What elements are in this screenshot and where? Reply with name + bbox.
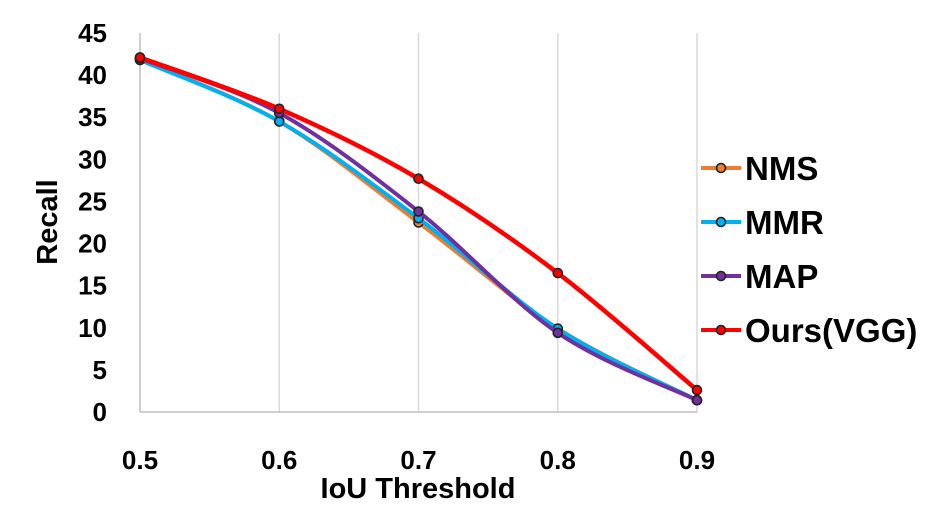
y-tick-label: 10 (78, 313, 107, 343)
y-tick-label: 25 (78, 186, 107, 216)
tick-labels: 0 5 10 15 20 25 30 35 40 45 0.5 0.6 0.7 0.8 0.9 (78, 18, 715, 475)
series-lines (134, 52, 703, 406)
legend-label-map: MAP (745, 258, 818, 295)
y-tick-label: 45 (78, 18, 107, 48)
legend-label-nms: NMS (745, 150, 818, 187)
x-tick-label: 0.9 (679, 445, 715, 475)
y-tick-label: 0 (93, 397, 107, 427)
data-point-ours-vgg (413, 173, 424, 185)
data-point-ours-vgg (552, 267, 564, 279)
y-tick-label: 5 (93, 355, 107, 385)
axes (139, 33, 697, 413)
y-tick-label: 15 (78, 271, 107, 301)
legend-marker-mmr (715, 216, 727, 228)
x-tick-label: 0.8 (540, 445, 576, 475)
data-point-ours-vgg (134, 52, 146, 63)
x-axis-title: IoU Threshold (321, 473, 516, 505)
data-point-map (413, 206, 424, 217)
x-tick-label: 0.7 (400, 445, 436, 475)
x-tick-label: 0.5 (122, 445, 158, 475)
y-axis-title: Recall (32, 179, 64, 264)
data-point-ours-vgg (691, 384, 703, 396)
y-tick-label: 35 (78, 102, 107, 132)
y-tick-label: 30 (78, 144, 107, 174)
grid-lines (278, 33, 698, 412)
legend-label-mmr: MMR (745, 204, 824, 241)
legend-marker-ours-vgg (715, 324, 727, 336)
data-point-ours-vgg (273, 103, 285, 115)
legend-marker-nms (715, 162, 727, 174)
data-point-map (691, 394, 703, 406)
x-tick-label: 0.6 (261, 445, 297, 475)
legend-label-ours-vgg: Ours(VGG) (745, 312, 917, 349)
legend-marker-map (715, 270, 727, 282)
legend: NMS MMR MAP Ours(VGG) (701, 150, 917, 349)
data-point-map (552, 327, 564, 339)
y-tick-label: 20 (78, 229, 107, 259)
y-tick-label: 40 (78, 60, 107, 90)
